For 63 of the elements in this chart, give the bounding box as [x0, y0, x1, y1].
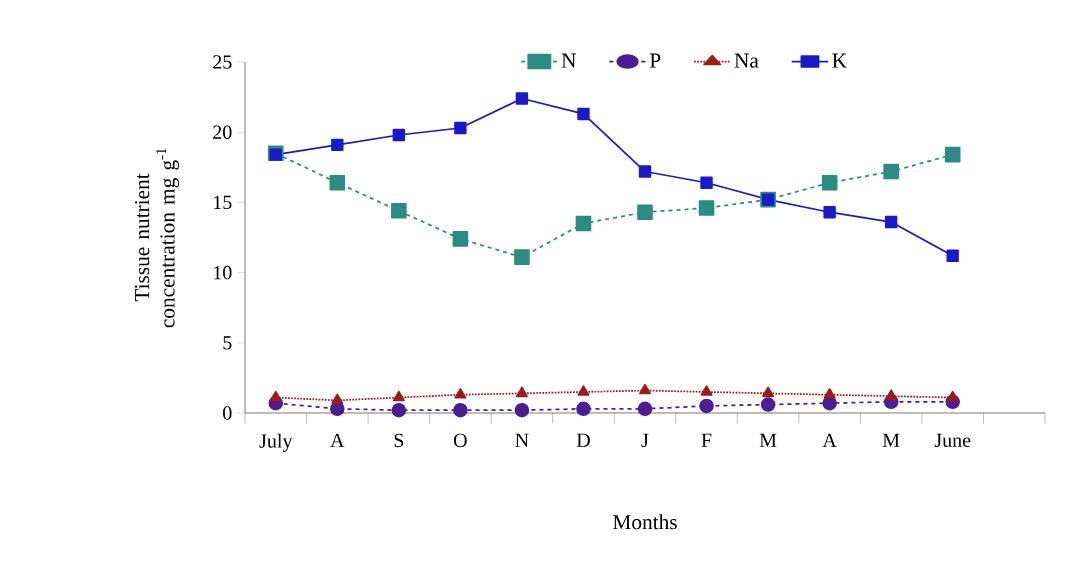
point: [331, 393, 344, 405]
point: [884, 215, 898, 229]
point: [577, 107, 590, 121]
point: [576, 401, 591, 417]
y-tick-label: 0: [223, 406, 232, 420]
point: [700, 176, 713, 189]
x-tick-label: N: [515, 433, 529, 447]
point: [391, 203, 407, 219]
x-tick-label: J: [641, 433, 649, 447]
point: [331, 138, 344, 152]
x-tick-label: June: [934, 433, 971, 447]
point: [637, 204, 653, 221]
point: [514, 249, 530, 265]
x-axis-title: Months: [613, 514, 677, 530]
y-tick-label: 25: [213, 55, 232, 69]
point: [392, 128, 406, 142]
x-tick-label: S: [394, 433, 404, 448]
point: [515, 386, 528, 398]
x-tick-label: O: [453, 433, 467, 448]
point: [452, 231, 469, 247]
x-tick-label: D: [576, 433, 590, 447]
x-tick-label: A: [822, 433, 837, 447]
point: [946, 249, 959, 262]
point: [454, 121, 467, 135]
x-tick-label: F: [701, 433, 712, 447]
point: [577, 385, 590, 396]
legend-label: N: [561, 53, 576, 68]
point: [823, 206, 836, 219]
point: [392, 390, 405, 402]
point: [699, 398, 714, 414]
point: [639, 383, 651, 395]
x-tick-label: July: [259, 433, 293, 452]
y-tick-label: 20: [213, 125, 232, 139]
point: [700, 385, 713, 396]
point: [946, 390, 959, 402]
legend-label: K: [832, 53, 847, 68]
legend-label: P: [649, 53, 661, 68]
x-tick-label: M: [759, 433, 777, 447]
point: [454, 388, 467, 399]
y-axis-title: Tissue nutrient concentration mg g$^{-1}$: [134, 148, 180, 328]
y-tick-label: 10: [214, 265, 232, 280]
point: [823, 388, 836, 399]
x-tick-label: M: [882, 433, 900, 447]
point: [391, 402, 407, 418]
y-tick-label: 5: [223, 336, 232, 350]
point: [575, 215, 592, 232]
y-tick-label: 15: [214, 195, 232, 210]
point: [637, 401, 653, 417]
point: [638, 165, 652, 178]
point: [515, 92, 529, 105]
point: [698, 200, 715, 216]
point: [762, 386, 775, 398]
point: [760, 397, 776, 412]
point: [944, 146, 961, 163]
point: [514, 402, 530, 418]
x-tick-label: A: [330, 433, 345, 447]
legend-label: Na: [734, 53, 759, 68]
point: [453, 402, 468, 418]
point: [883, 163, 899, 180]
point: [821, 174, 838, 191]
point: [269, 390, 282, 402]
point: [885, 389, 898, 400]
point: [329, 174, 346, 191]
